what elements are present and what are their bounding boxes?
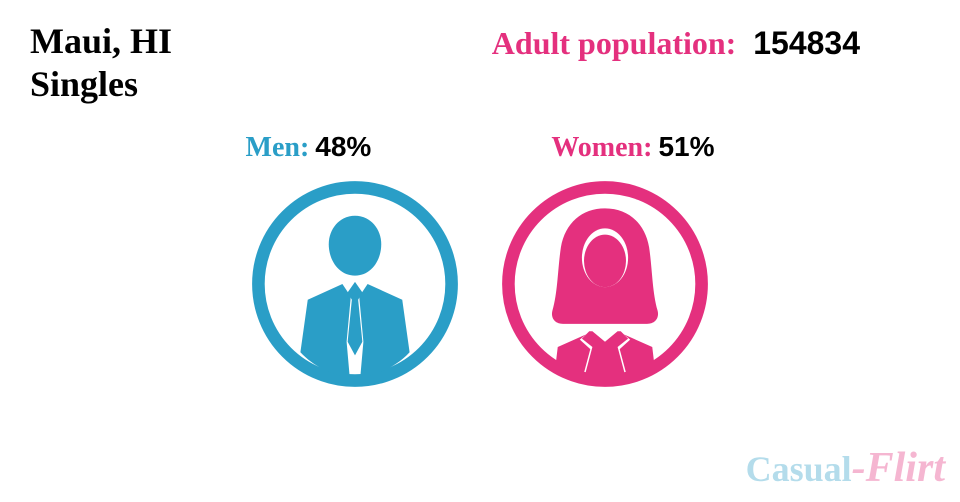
population-value: 154834 (753, 25, 860, 61)
women-value: 51% (658, 131, 714, 163)
location-block: Maui, HI Singles (30, 20, 172, 106)
women-label: Women: (551, 132, 652, 164)
stats-row: Men: 48% Women: 51% (0, 131, 960, 164)
population-block: Adult population: 154834 (492, 25, 860, 106)
location-subtitle: Singles (30, 63, 172, 106)
woman-icon (500, 179, 710, 389)
men-label: Men: (246, 132, 310, 164)
man-icon (250, 179, 460, 389)
women-stat: Women: 51% (551, 131, 714, 164)
watermark-brand-part2: -Flirt (852, 445, 945, 491)
men-value: 48% (315, 131, 371, 163)
population-label: Adult population: (492, 25, 737, 61)
icons-row (0, 179, 960, 389)
location-name: Maui, HI (30, 20, 172, 63)
header: Maui, HI Singles Adult population: 15483… (0, 0, 960, 106)
men-stat: Men: 48% (246, 131, 372, 164)
watermark: Casual-Flirt (746, 444, 945, 492)
watermark-brand-part1: Casual (746, 449, 852, 489)
